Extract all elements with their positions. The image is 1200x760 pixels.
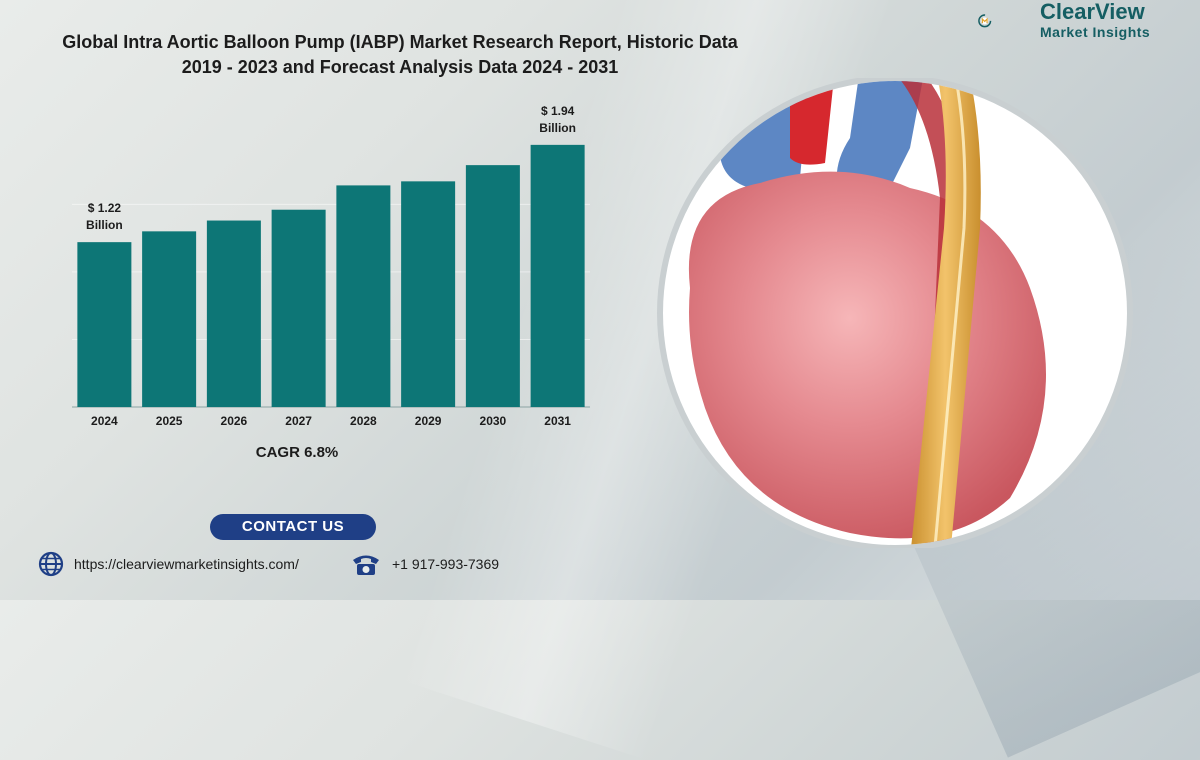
clearview-logo-icon — [978, 14, 992, 28]
title-line-1: Global Intra Aortic Balloon Pump (IABP) … — [62, 32, 738, 52]
data-label-2031-line2: Billion — [539, 121, 576, 135]
heart-balloon-pump-illustration — [657, 78, 1133, 548]
bar-2029 — [401, 181, 456, 407]
x-tick-label-2025: 2025 — [156, 414, 183, 428]
pulmonary-artery — [836, 81, 925, 198]
page-title: Global Intra Aortic Balloon Pump (IABP) … — [20, 30, 780, 80]
x-tick-label-2030: 2030 — [480, 414, 507, 428]
x-tick-label-2024: 2024 — [91, 414, 118, 428]
bar-2026 — [206, 220, 261, 407]
phone-link[interactable]: +1 917-993-7369 — [350, 552, 499, 576]
bar-2027 — [271, 209, 326, 407]
title-line-2: 2019 - 2023 and Forecast Analysis Data 2… — [181, 57, 619, 77]
data-label-2024-line1: $ 1.22 — [88, 201, 122, 215]
x-tick-label-2031: 2031 — [544, 414, 571, 428]
logo[interactable]: ClearView Market Insights — [1040, 0, 1150, 40]
globe-icon — [38, 551, 64, 577]
data-label-2024-line2: Billion — [86, 218, 123, 232]
x-tick-label-2028: 2028 — [350, 414, 377, 428]
bar-2024 — [77, 242, 132, 407]
website-link[interactable]: https://clearviewmarketinsights.com/ — [38, 551, 299, 577]
logo-tagline: Market Insights — [1040, 24, 1151, 40]
x-tick-label-2026: 2026 — [221, 414, 248, 428]
telephone-icon — [353, 555, 379, 575]
website-url: https://clearviewmarketinsights.com/ — [74, 556, 299, 572]
data-label-2031-line1: $ 1.94 — [541, 104, 575, 118]
bar-2025 — [142, 231, 197, 407]
bar-2031 — [530, 144, 585, 408]
balloon-catheter — [910, 81, 981, 545]
contact-us-button[interactable]: CONTACT US — [210, 514, 376, 540]
phone-number: +1 917-993-7369 — [392, 556, 500, 572]
x-tick-label-2029: 2029 — [415, 414, 442, 428]
bar-2028 — [336, 185, 391, 407]
bar-2030 — [465, 165, 520, 407]
bar-chart: 2024 2025 2026 2027 2028 2029 2030 2031 $ 1.22 B… — [72, 104, 590, 428]
cagr-label: CAGR 6.8% — [255, 444, 339, 461]
x-tick-label-2027: 2027 — [285, 414, 312, 428]
logo-name: ClearView — [1040, 0, 1145, 24]
